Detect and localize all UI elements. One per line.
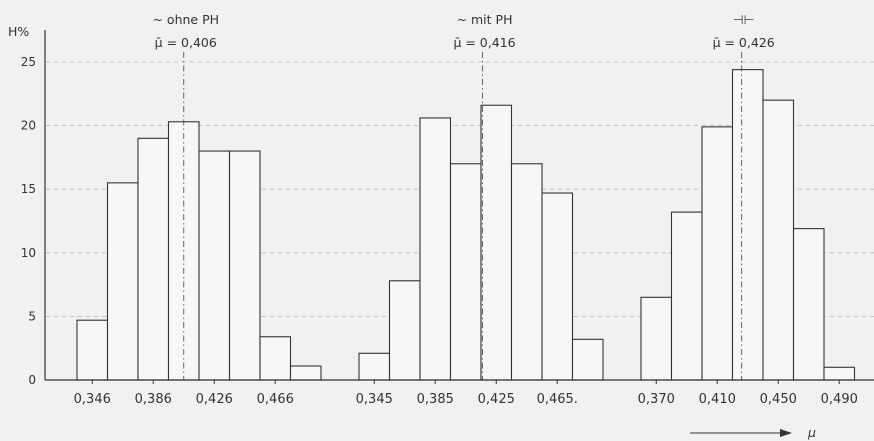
bar-group2-3 (419, 117, 452, 381)
y-axis-label: H% (8, 24, 29, 39)
x-tick-label-group2-4: 0,465. (537, 392, 578, 407)
y-tick-labels: 0 5 10 15 20 25 (21, 55, 36, 387)
y-tick-label-15: 15 (21, 182, 36, 196)
axes (44, 30, 874, 381)
bar-group2-6 (510, 163, 543, 381)
bar-group3-7 (823, 366, 856, 381)
bar-group3-4 (731, 69, 764, 381)
histogram-bars (76, 69, 856, 381)
bar-group3-6 (792, 228, 825, 381)
y-tick-label-25: 25 (21, 55, 36, 69)
group-label-1: ~ ohne PH (152, 12, 219, 27)
bar-group1-3 (137, 137, 170, 381)
bar-group2-5 (480, 104, 513, 381)
x-tick-label-group3-3: 0,450 (760, 392, 797, 407)
bar-group2-7 (541, 192, 574, 381)
x-tick-labels: 0,346 0,386 0,426 0,466 0,345 0,385 0,425 0,465… (74, 380, 858, 407)
x-tick-label-group1-3: 0,426 (196, 392, 233, 407)
x-axis-label: μ (807, 425, 816, 440)
x-tick-label-group2-2: 0,385 (417, 392, 454, 407)
y-tick-label-5: 5 (28, 309, 36, 323)
group-label-3: ⊣⊢ (733, 12, 755, 27)
y-tick-label-0: 0 (28, 373, 36, 387)
bar-group1-2 (106, 182, 139, 381)
bar-group1-5 (198, 150, 231, 381)
bar-group1-8 (289, 365, 322, 381)
group-label-2: ~ mit PH (457, 12, 513, 27)
bar-group1-6 (228, 150, 261, 381)
y-tick-label-20: 20 (21, 119, 36, 133)
x-tick-label-group2-1: 0,345 (356, 392, 393, 407)
bar-group3-1 (640, 296, 673, 381)
x-tick-label-group3-1: 0,370 (638, 392, 675, 407)
bar-group2-8 (571, 338, 604, 381)
mean-label-3: μ̄ = 0,426 (713, 35, 775, 50)
mean-lines (183, 52, 743, 380)
x-tick-label-group1-4: 0,466 (257, 392, 294, 407)
bar-group3-2 (670, 211, 703, 381)
bar-group1-7 (259, 336, 292, 381)
bar-group3-3 (701, 126, 734, 381)
bar-group2-1 (358, 352, 391, 381)
x-tick-label-group3-4: 0,490 (821, 392, 858, 407)
x-axis-arrow (690, 429, 792, 437)
y-tick-label-10: 10 (21, 246, 36, 260)
mean-label-1: μ̄ = 0,406 (155, 35, 217, 50)
bar-group2-4 (449, 163, 482, 381)
bar-group2-2 (388, 280, 421, 381)
bar-group3-5 (762, 99, 795, 381)
mean-label-2: μ̄ = 0,416 (453, 35, 515, 50)
bar-group1-1 (76, 319, 109, 381)
x-tick-label-group1-2: 0,386 (135, 392, 172, 407)
x-tick-label-group3-2: 0,410 (699, 392, 736, 407)
x-tick-label-group2-3: 0,425 (478, 392, 515, 407)
group-labels: ~ ohne PH μ̄ = 0,406 ~ mit PH μ̄ = 0,416 ⊣⊢ μ… (152, 12, 774, 50)
x-tick-label-group1-1: 0,346 (74, 392, 111, 407)
